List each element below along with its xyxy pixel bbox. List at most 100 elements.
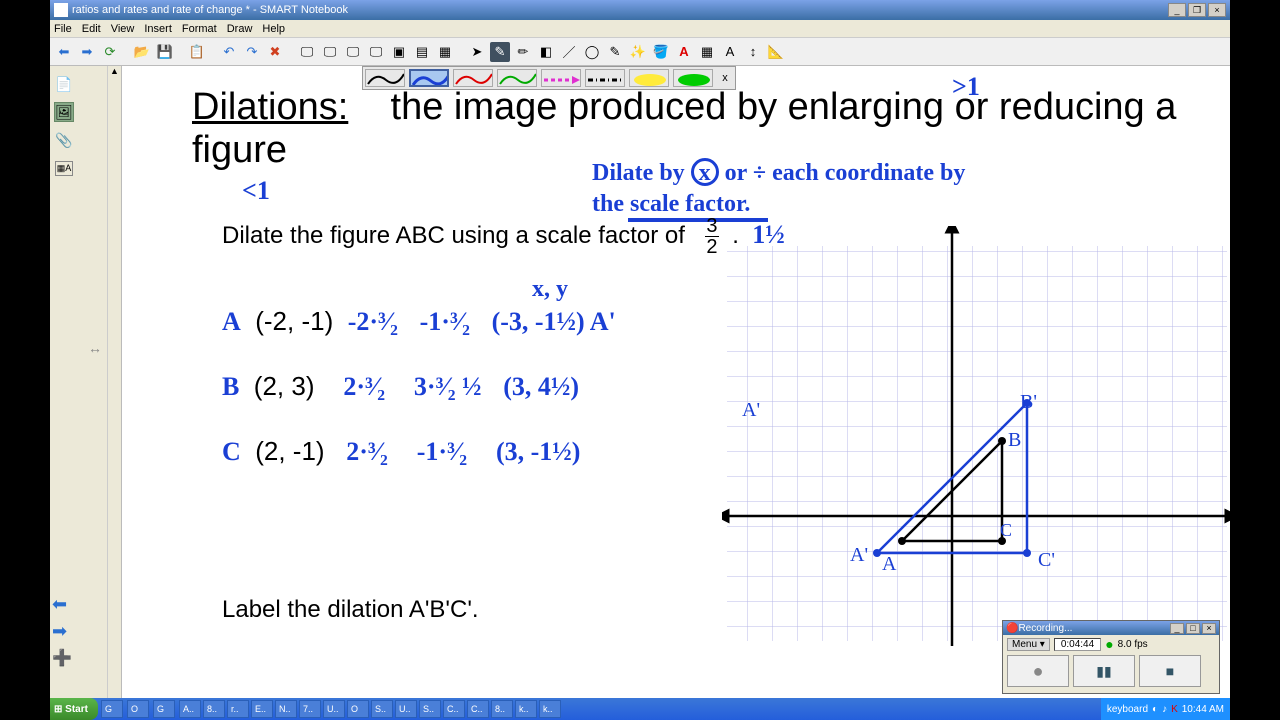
pen-green[interactable]	[497, 69, 537, 87]
menu-draw[interactable]: Draw	[227, 23, 253, 35]
paste-button[interactable]: 📋	[187, 42, 207, 62]
pen-toolbar: x	[362, 66, 736, 90]
taskbar-item[interactable]: C..	[467, 700, 489, 718]
taskbar-item[interactable]: r..	[227, 700, 249, 718]
close-button[interactable]: ×	[1208, 3, 1226, 17]
capture-button[interactable]: ▣	[389, 42, 409, 62]
scale-denominator: 2	[706, 236, 717, 258]
pointer-button[interactable]: ➤	[467, 42, 487, 62]
hand-hint: Dilate by x or ÷ each coordinate by the …	[592, 158, 965, 220]
fill-button[interactable]: 🪣	[651, 42, 671, 62]
start-button[interactable]: ⊞ Start	[50, 698, 98, 720]
table-button[interactable]: ▦	[435, 42, 455, 62]
taskbar-item[interactable]: O	[347, 700, 369, 718]
refresh-button[interactable]: ⟳	[100, 42, 120, 62]
rec-menu-button[interactable]: Menu ▾	[1007, 638, 1050, 651]
rec-close-button[interactable]: ×	[1202, 623, 1216, 634]
gallery-tab-icon[interactable]: 🖼	[54, 102, 74, 122]
undo-button[interactable]: ↶	[219, 42, 239, 62]
menu-view[interactable]: View	[111, 23, 135, 35]
menu-file[interactable]: File	[54, 23, 72, 35]
line-button[interactable]: ／	[559, 42, 579, 62]
rec-pause-button[interactable]: ▮▮	[1073, 655, 1135, 687]
tray-keyboard[interactable]: keyboard	[1107, 704, 1148, 715]
side-scrollbar[interactable]: ▲	[107, 66, 121, 698]
screen4-button[interactable]: 🖵	[366, 42, 386, 62]
text-button[interactable]: A	[674, 42, 694, 62]
back-button[interactable]: ⬅	[54, 42, 74, 62]
pen-black-dash[interactable]	[585, 69, 625, 87]
delete-button[interactable]: ✖	[265, 42, 285, 62]
prev-page-icon[interactable]: ⬅	[52, 594, 72, 615]
redo-button[interactable]: ↷	[242, 42, 262, 62]
tray-icon-2[interactable]: ♪	[1162, 704, 1167, 715]
taskbar-item[interactable]: A..	[179, 700, 201, 718]
text2-button[interactable]: A	[720, 42, 740, 62]
screen2-button[interactable]: 🖵	[320, 42, 340, 62]
taskbar-item[interactable]: U..	[395, 700, 417, 718]
rec-record-button[interactable]: ●	[1007, 655, 1069, 687]
screen3-button[interactable]: 🖵	[343, 42, 363, 62]
eraser-button[interactable]: ◧	[536, 42, 556, 62]
open-button[interactable]: 📂	[132, 42, 152, 62]
next-page-icon[interactable]: ➡	[52, 621, 72, 642]
taskbar-item[interactable]: S..	[371, 700, 393, 718]
pt-b-orig: (2, 3)	[254, 371, 315, 401]
minimize-button[interactable]: _	[1168, 3, 1186, 17]
system-tray[interactable]: keyboard ◐ ♪ K 10:44 AM	[1101, 698, 1230, 720]
pen-yellow-hl[interactable]	[629, 69, 669, 87]
recording-icon: 🔴	[1006, 623, 1018, 634]
taskbar-item[interactable]: S..	[419, 700, 441, 718]
shade-button[interactable]: ▤	[412, 42, 432, 62]
taskbar-item[interactable]: U..	[323, 700, 345, 718]
rec-min-button[interactable]: _	[1170, 623, 1184, 634]
magic-pen-button[interactable]: ✨	[628, 42, 648, 62]
pen-green-hl[interactable]	[673, 69, 713, 87]
pen-button[interactable]: ✎	[490, 42, 510, 62]
tray-icon-3[interactable]: K	[1171, 704, 1178, 715]
taskbar-item[interactable]: E..	[251, 700, 273, 718]
tray-icon-1[interactable]: ◐	[1152, 704, 1158, 715]
taskbar-item[interactable]: 8..	[491, 700, 513, 718]
pen-blue[interactable]	[409, 69, 449, 87]
taskbar-item[interactable]: 7..	[299, 700, 321, 718]
move-button[interactable]: ↕	[743, 42, 763, 62]
shape-pen-button[interactable]: ✎	[605, 42, 625, 62]
quick-launch-1[interactable]: G	[101, 700, 123, 718]
quick-launch-3[interactable]: G	[153, 700, 175, 718]
menu-edit[interactable]: Edit	[82, 23, 101, 35]
properties-button[interactable]: ▦	[697, 42, 717, 62]
taskbar-item[interactable]: k..	[515, 700, 537, 718]
measure-button[interactable]: 📐	[766, 42, 786, 62]
menu-insert[interactable]: Insert	[144, 23, 172, 35]
quick-launch-2[interactable]: O	[127, 700, 149, 718]
pen-pink-dash[interactable]	[541, 69, 581, 87]
menu-help[interactable]: Help	[262, 23, 285, 35]
attach-tab-icon[interactable]: 📎	[54, 130, 74, 150]
taskbar-item[interactable]: N..	[275, 700, 297, 718]
add-page-icon[interactable]: ➕	[52, 648, 72, 668]
rec-stop-button[interactable]: ■	[1139, 655, 1201, 687]
rec-max-button[interactable]: □	[1186, 623, 1200, 634]
restore-button[interactable]: ❐	[1188, 3, 1206, 17]
whiteboard-canvas[interactable]: x Dilations: the image produced by enlar…	[122, 66, 1230, 698]
page-tab-icon[interactable]: 📄	[54, 74, 74, 94]
pen-black[interactable]	[365, 69, 405, 87]
shape-button[interactable]: ◯	[582, 42, 602, 62]
recording-window[interactable]: 🔴 Recording... _ □ × Menu ▾ 0:04:44 ● 8.…	[1002, 620, 1220, 694]
forward-button[interactable]: ➡	[77, 42, 97, 62]
screen1-button[interactable]: 🖵	[297, 42, 317, 62]
pt-a-name: A	[222, 307, 241, 336]
rec-status-icon: ●	[1105, 636, 1113, 652]
creative-pen-button[interactable]: ✏	[513, 42, 533, 62]
pen-red[interactable]	[453, 69, 493, 87]
save-button[interactable]: 💾	[155, 42, 175, 62]
taskbar-item[interactable]: 8..	[203, 700, 225, 718]
menu-format[interactable]: Format	[182, 23, 217, 35]
taskbar-item[interactable]: k..	[539, 700, 561, 718]
collapse-handle[interactable]: ↔	[88, 340, 102, 356]
taskbar-item[interactable]: C..	[443, 700, 465, 718]
coordinate-grid: A A' A' B B' C C'	[722, 226, 1230, 646]
props-tab-icon[interactable]: ▦A	[54, 158, 74, 178]
pen-toolbar-close[interactable]: x	[715, 67, 735, 89]
